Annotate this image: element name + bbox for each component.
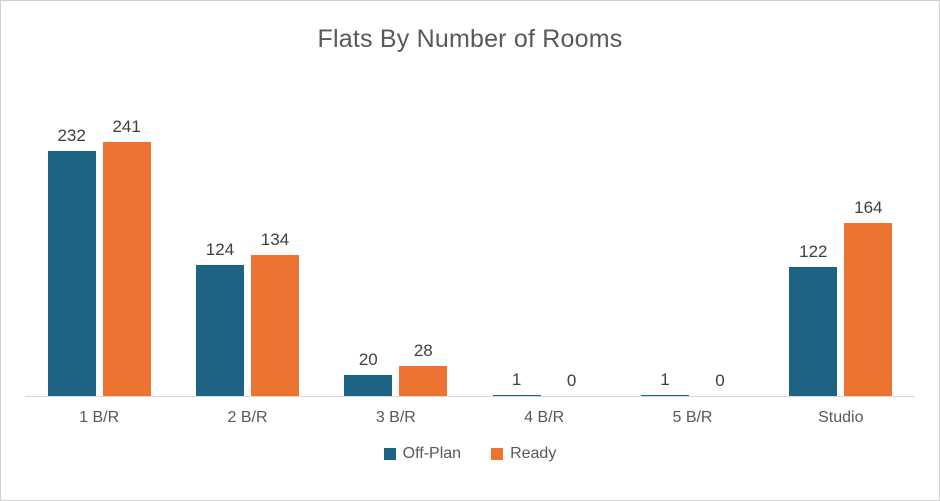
bar-off-plan-3-b-r bbox=[344, 375, 393, 396]
legend: Off-Plan Ready bbox=[1, 445, 939, 463]
plot-area: 232 241 124 134 20 28 1 0 1 0 122 164 bbox=[25, 87, 915, 397]
bar-value-label: 20 bbox=[358, 350, 378, 369]
legend-label-ready: Ready bbox=[510, 445, 557, 462]
category-group-1-b-r: 232 241 bbox=[25, 87, 173, 396]
x-axis-label-3-b-r: 3 B/R bbox=[375, 409, 416, 426]
bar-unit-off-plan-2-b-r: 124 bbox=[195, 240, 244, 396]
bar-value-label: 164 bbox=[854, 198, 883, 217]
bar-ready-3-b-r bbox=[399, 366, 448, 396]
bar-off-plan-4-b-r bbox=[492, 395, 541, 396]
bar-value-label: 124 bbox=[205, 240, 235, 259]
bar-off-plan-1-b-r bbox=[47, 151, 96, 396]
bar-unit-ready-5-b-r: 0 bbox=[696, 371, 744, 396]
bar-unit-off-plan-studio: 122 bbox=[789, 242, 838, 396]
x-axis-labels: 1 B/R 2 B/R 3 B/R 4 B/R 5 B/R Studio bbox=[25, 397, 915, 427]
bar-unit-off-plan-3-b-r: 20 bbox=[344, 350, 393, 396]
bar-unit-ready-2-b-r: 134 bbox=[250, 230, 299, 396]
bar-value-label: 0 bbox=[566, 371, 577, 390]
x-axis-label-5-b-r: 5 B/R bbox=[672, 409, 713, 426]
bar-unit-ready-studio: 164 bbox=[844, 198, 893, 396]
bar-value-label: 122 bbox=[799, 242, 828, 261]
bar-value-label: 0 bbox=[715, 371, 725, 390]
category-group-3-b-r: 20 28 bbox=[322, 87, 470, 396]
legend-swatch-ready bbox=[491, 448, 504, 460]
bar-value-label: 232 bbox=[57, 126, 86, 145]
bar-unit-ready-4-b-r: 0 bbox=[548, 371, 596, 396]
bar-value-label: 134 bbox=[260, 230, 290, 249]
bar-unit-ready-1-b-r: 241 bbox=[102, 117, 151, 396]
bar-ready-1-b-r bbox=[102, 142, 151, 396]
legend-swatch-off-plan bbox=[383, 448, 396, 460]
bar-off-plan-studio bbox=[789, 267, 838, 396]
legend-label-off-plan: Off-Plan bbox=[402, 445, 462, 462]
bar-unit-off-plan-1-b-r: 232 bbox=[47, 126, 96, 396]
bar-value-label: 1 bbox=[660, 370, 670, 389]
x-axis-label-studio: Studio bbox=[818, 409, 864, 426]
bar-off-plan-2-b-r bbox=[195, 265, 244, 396]
category-group-studio: 122 164 bbox=[767, 87, 915, 396]
legend-item-off-plan: Off-Plan bbox=[383, 445, 462, 463]
x-axis-label-2-b-r: 2 B/R bbox=[227, 409, 268, 426]
bar-ready-2-b-r bbox=[250, 255, 299, 396]
bar-unit-off-plan-5-b-r: 1 bbox=[640, 370, 689, 396]
x-axis-label-4-b-r: 4 B/R bbox=[524, 409, 565, 426]
x-axis-label-1-b-r: 1 B/R bbox=[79, 409, 120, 426]
bar-unit-off-plan-4-b-r: 1 bbox=[492, 370, 541, 396]
bar-value-label: 1 bbox=[511, 370, 522, 389]
legend-item-ready: Ready bbox=[491, 445, 556, 463]
bar-off-plan-5-b-r bbox=[640, 395, 689, 396]
bar-value-label: 241 bbox=[112, 117, 141, 136]
chart-title: Flats By Number of Rooms bbox=[317, 25, 623, 53]
bar-ready-studio bbox=[844, 223, 893, 396]
bar-unit-ready-3-b-r: 28 bbox=[399, 341, 448, 396]
bar-value-label: 28 bbox=[413, 341, 433, 360]
category-group-2-b-r: 124 134 bbox=[173, 87, 321, 396]
